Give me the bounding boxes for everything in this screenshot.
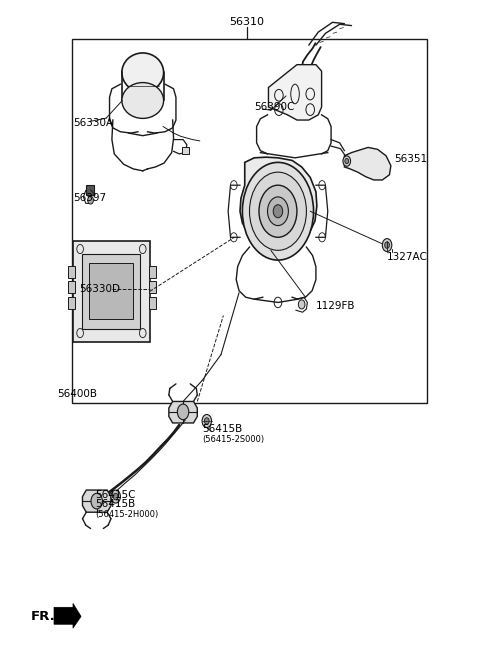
Circle shape [113,493,118,500]
Polygon shape [268,64,322,120]
Text: 56415C: 56415C [96,489,136,499]
Circle shape [299,300,305,309]
Text: 56390C: 56390C [254,102,295,112]
Polygon shape [149,266,156,278]
Polygon shape [73,240,150,342]
Polygon shape [83,254,140,328]
Text: 56415B: 56415B [202,424,242,434]
Text: 56397: 56397 [73,193,106,203]
Text: 56310: 56310 [229,17,264,28]
Text: 1327AC: 1327AC [387,252,428,262]
Text: 1129FB: 1129FB [316,301,355,311]
Text: 56330A: 56330A [73,118,113,128]
Polygon shape [169,401,197,423]
Circle shape [343,156,350,166]
Polygon shape [68,297,75,309]
Circle shape [345,158,348,164]
Polygon shape [182,147,189,154]
Ellipse shape [122,53,164,92]
Polygon shape [68,266,75,278]
Polygon shape [149,281,156,292]
Circle shape [250,172,306,250]
Circle shape [384,242,389,248]
Ellipse shape [122,83,164,118]
Text: 56415B: 56415B [96,499,135,509]
Circle shape [111,490,120,503]
Circle shape [88,196,94,204]
Text: 56400B: 56400B [57,389,97,399]
Polygon shape [54,603,81,628]
Circle shape [242,162,313,260]
Circle shape [383,238,392,252]
Polygon shape [68,281,75,292]
Circle shape [202,415,212,428]
Circle shape [178,404,189,420]
Polygon shape [149,297,156,309]
Circle shape [204,418,209,424]
Circle shape [91,493,102,509]
Text: (56415-2H000): (56415-2H000) [96,510,158,518]
Circle shape [267,197,288,225]
Polygon shape [83,490,111,512]
Text: 56351: 56351 [394,154,427,164]
Circle shape [259,185,297,237]
Text: FR.: FR. [31,610,56,623]
Circle shape [273,205,283,217]
Polygon shape [344,147,391,180]
Polygon shape [240,157,317,249]
Polygon shape [86,185,94,195]
Text: (56415-2S000): (56415-2S000) [202,435,264,443]
Text: 56330D: 56330D [79,284,120,294]
Polygon shape [89,263,133,319]
